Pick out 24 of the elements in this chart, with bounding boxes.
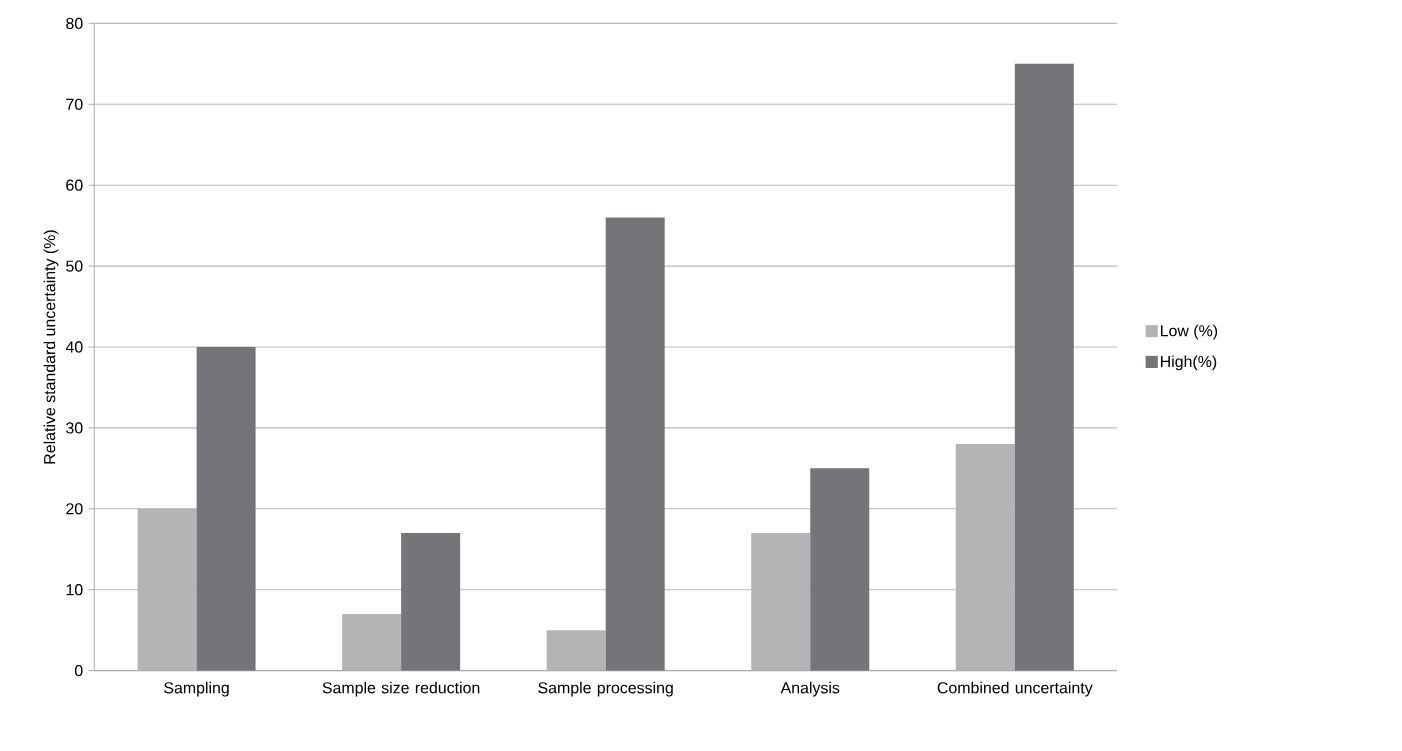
y-tick-label: 20 (66, 503, 83, 515)
bar (810, 468, 870, 671)
x-tick-label: Sampling (164, 681, 229, 697)
y-tick-label: 30 (66, 422, 83, 434)
legend-label: High(%) (1161, 355, 1217, 371)
y-tick-label: 50 (66, 260, 83, 272)
x-tick-label: Sample processing (538, 681, 673, 697)
y-tick-label: 10 (66, 583, 83, 596)
x-tick-label: Analysis (780, 681, 840, 697)
y-tick-label: 0 (74, 664, 83, 677)
bar (196, 346, 256, 671)
y-tick-label: 60 (66, 179, 83, 191)
bar (605, 217, 665, 671)
y-axis-title: Relative standard uncertainty (%) (43, 230, 59, 464)
x-tick-label: Combined uncertainty (937, 681, 1093, 697)
bar (342, 613, 402, 671)
bar (546, 630, 606, 671)
x-tick-label: Sample size reduction (322, 681, 480, 697)
y-tick-label: 80 (66, 17, 83, 29)
y-tick-label: 70 (66, 98, 83, 110)
bar (401, 533, 461, 671)
y-tick-label: 40 (65, 341, 83, 353)
legend-label: Low (%) (1161, 324, 1218, 340)
bar (1014, 63, 1074, 671)
